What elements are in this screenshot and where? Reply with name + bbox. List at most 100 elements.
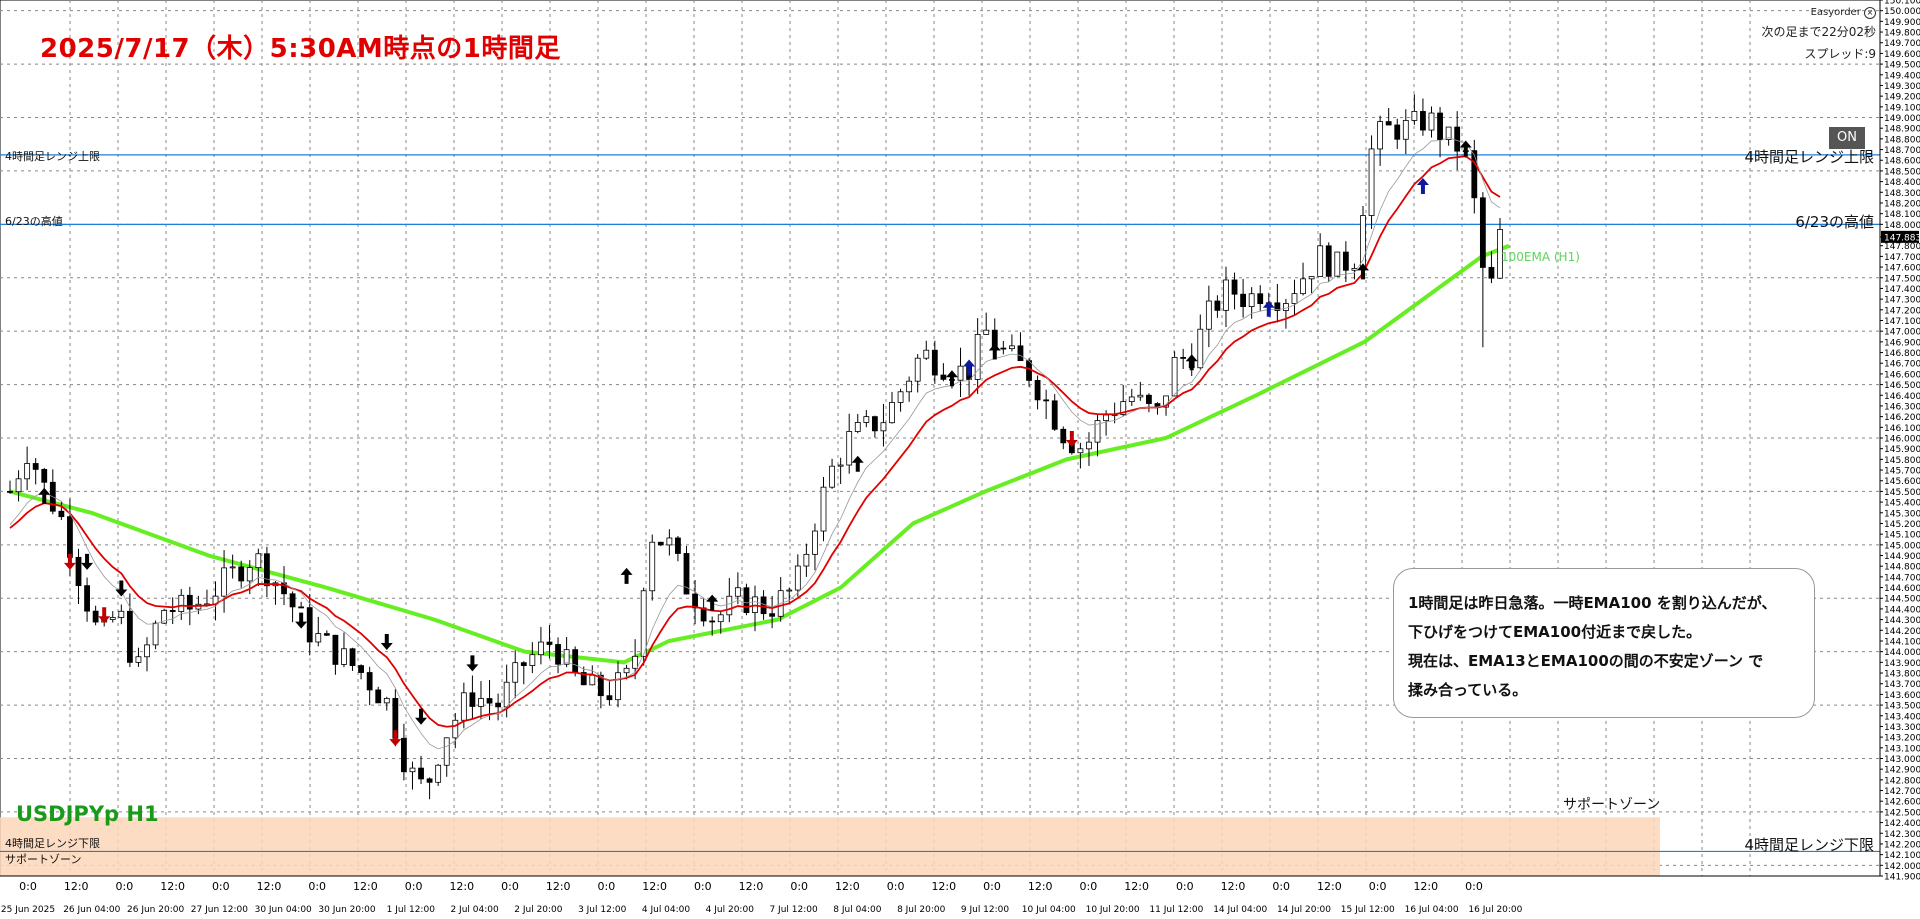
candle-body — [1214, 300, 1221, 311]
candle-body — [1497, 229, 1503, 279]
chart-grid — [0, 0, 1881, 877]
range-lower-big-label: 4時間足レンジ下限 — [1744, 836, 1874, 854]
sell-arrow-icon — [380, 633, 393, 650]
price-tick-label: 143.500 — [1884, 702, 1920, 712]
time-tick-label: 0:0 — [116, 880, 134, 893]
candle — [1342, 241, 1349, 283]
sell-arrow-icon — [389, 730, 402, 747]
candle — [734, 572, 741, 605]
candle — [1411, 94, 1418, 125]
candle — [743, 583, 750, 616]
date-tick-label: 2 Jul 20:00 — [514, 905, 563, 915]
price-tick-label: 149.900 — [1884, 18, 1920, 28]
candle — [1402, 109, 1409, 155]
candle — [178, 589, 185, 620]
candle-body — [1342, 251, 1349, 271]
candle — [1051, 394, 1058, 431]
price-tick-label: 148.500 — [1884, 167, 1920, 177]
candle — [974, 318, 981, 394]
current-price-marker — [1881, 230, 1919, 243]
candle-body — [1103, 414, 1109, 422]
candle — [1497, 218, 1503, 280]
candle-body — [306, 607, 313, 643]
price-tick-label: 143.800 — [1884, 670, 1920, 680]
fast-ma-polyline — [9, 137, 1501, 750]
price-tick-label: 142.900 — [1884, 766, 1920, 776]
annotation-line: 現在は、EMA13とEMA100の間の不安定ゾーン で — [1408, 652, 1764, 670]
candle-body — [255, 553, 262, 569]
candle — [615, 661, 621, 708]
price-tick-label: 142.100 — [1884, 851, 1920, 861]
candle-body — [863, 416, 870, 423]
time-tick-label: 0:0 — [983, 880, 1001, 893]
support-zone — [0, 817, 1660, 876]
candle-body — [854, 422, 861, 432]
candle-body — [555, 644, 561, 665]
candle-body — [1420, 111, 1426, 131]
ema100-line — [9, 243, 1510, 665]
price-tick-label: 149.300 — [1884, 82, 1920, 92]
date-tick-label: 27 Jun 12:00 — [191, 905, 248, 915]
candle-body — [126, 610, 133, 663]
candle-body — [426, 778, 433, 783]
candle — [1086, 432, 1092, 466]
date-tick-label: 26 Jun 20:00 — [127, 905, 184, 915]
price-tick-label: 142.400 — [1884, 819, 1920, 829]
candle — [263, 546, 270, 597]
candle-body — [529, 654, 536, 667]
candle-body — [161, 610, 168, 624]
time-tick-label: 0:0 — [308, 880, 326, 893]
candle-body — [15, 478, 22, 493]
candle-body — [152, 622, 159, 646]
candle — [229, 554, 236, 579]
candle-body — [666, 537, 673, 546]
candle — [298, 601, 305, 609]
candle-body — [1017, 345, 1024, 362]
candle-body — [246, 567, 253, 582]
candle-body — [914, 357, 921, 382]
time-tick-label: 0:0 — [1272, 880, 1290, 893]
candle-body — [1479, 197, 1486, 268]
candle — [15, 470, 22, 502]
candle-body — [709, 620, 716, 623]
candle-body — [726, 595, 733, 616]
price-tick-label: 148.200 — [1884, 199, 1920, 209]
on-button[interactable]: ON — [1829, 127, 1865, 149]
time-tick-label: 12:0 — [835, 880, 860, 893]
candle — [769, 595, 776, 629]
candle — [1325, 242, 1332, 282]
price-tick-label: 142.500 — [1884, 808, 1920, 818]
price-tick-label: 144.600 — [1884, 584, 1920, 594]
price-tick-label: 145.400 — [1884, 499, 1920, 509]
candle-body — [897, 391, 904, 403]
price-tick-label: 144.200 — [1884, 627, 1920, 637]
time-tick-label: 12:0 — [642, 880, 667, 893]
signal-arrows — [38, 140, 1472, 747]
price-tick-label: 147.100 — [1884, 317, 1920, 327]
candle-body — [572, 649, 579, 673]
candle — [495, 693, 502, 721]
price-tick-label: 146.900 — [1884, 338, 1920, 348]
candle — [1000, 340, 1007, 355]
candle — [84, 577, 90, 622]
price-tick-label: 148.300 — [1884, 189, 1920, 199]
price-tick-label: 148.600 — [1884, 157, 1920, 167]
close-icon[interactable]: × — [1864, 7, 1876, 19]
candle-body — [1197, 328, 1204, 369]
price-tick-label: 146.200 — [1884, 413, 1920, 423]
price-tick-label: 149.600 — [1884, 50, 1920, 60]
candle-body — [1368, 148, 1375, 216]
candle-body — [615, 672, 621, 701]
candle — [323, 630, 330, 636]
candle — [375, 686, 382, 704]
time-tick-label: 12:0 — [64, 880, 89, 893]
price-tick-label: 142.300 — [1884, 830, 1920, 840]
candle — [880, 403, 887, 447]
candle-body — [589, 674, 596, 686]
price-tick-label: 150.100 — [1884, 0, 1920, 7]
candle — [546, 625, 553, 659]
price-tick-label: 148.100 — [1884, 210, 1920, 220]
price-tick-label: 146.000 — [1884, 435, 1920, 445]
candle — [332, 634, 339, 675]
